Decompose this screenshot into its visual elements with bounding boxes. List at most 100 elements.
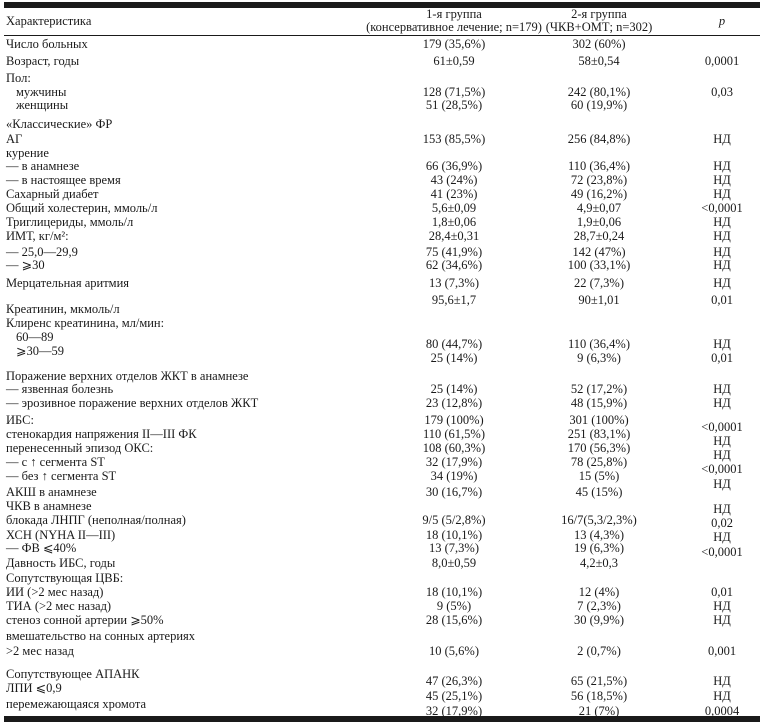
group1-value: 75 (41,9%) [425,244,483,259]
row-label: мужчины [16,84,67,99]
p-value: НД [713,228,731,243]
row-label: Пол: [6,70,31,85]
group1-value: 30 (16,7%) [425,484,483,499]
p-value: 0,03 [711,84,733,99]
group2-value: 110 (36,4%) [567,158,631,173]
group2-value: 52 (17,2%) [570,381,628,396]
group2-value: 301 (100%) [569,412,629,427]
group2-value: 65 (21,5%) [570,673,628,688]
row-label: — в анамнезе [6,158,80,173]
group1-value: 66 (36,9%) [425,158,483,173]
group2-value: 60 (19,9%) [570,97,628,112]
group1-value: 41 (23%) [430,186,478,201]
p-value: НД [713,172,731,187]
group2-value: 12 (4%) [578,584,620,599]
p-value: НД [713,214,731,229]
group2-value: 9 (6,3%) [577,350,621,365]
row-label: Сахарный диабет [6,186,99,201]
p-value: НД [713,336,731,351]
group2-value: 49 (16,2%) [570,186,628,201]
group2-value: 100 (33,1%) [567,257,631,272]
group2-value: 28,7±0,24 [573,228,625,243]
row-label: — с ↑ сегмента ST [6,454,105,469]
p-value: НД [713,673,731,688]
group1-value: 179 (100%) [424,412,484,427]
group2-value: 56 (18,5%) [570,688,628,703]
p-value: НД [713,447,731,462]
row-label: ЛПИ ⩽0,9 [6,680,62,695]
top-rule [4,2,760,8]
group1-value: 23 (12,8%) [425,395,483,410]
row-label: перемежающаяся хромота [6,696,147,711]
group1-value: 47 (26,3%) [425,673,483,688]
p-value: НД [713,529,731,544]
p-value: НД [713,598,731,613]
row-label: перенесенный эпизод ОКС: [6,440,154,455]
group1-value: 28,4±0,31 [428,228,480,243]
row-label: — язвенная болезнь [6,381,114,396]
header-group2-title: 2-я группа [571,7,627,21]
row-label: Давность ИБС, годы [6,555,116,570]
p-value: НД [713,257,731,272]
p-value: НД [713,244,731,259]
header-p: p [718,13,726,28]
row-label: — ⩾30 [6,257,45,272]
row-label: ИБС: [6,412,34,427]
header-group1: 1-я группа (консервативное лечение; n=17… [366,8,542,34]
row-label: блокада ЛНПГ (неполная/полная) [6,512,186,527]
group1-value: 9 (5%) [436,598,472,613]
row-label: >2 мес назад [6,643,74,658]
p-value: <0,0001 [701,200,743,215]
row-label: — без ↑ сегмента ST [6,468,117,483]
p-value: <0,0001 [701,461,743,476]
row-label: ⩾30—59 [16,343,64,358]
header-group1-subtitle: (консервативное лечение; n=179) [366,20,542,34]
group1-value: 108 (60,3%) [422,440,486,455]
group1-value: 51 (28,5%) [425,97,483,112]
row-label: ИМТ, кг/м²: [6,228,69,243]
row-label: Общий холестерин, ммоль/л [6,200,158,215]
row-label: АГ [6,131,23,146]
row-label: ИИ (>2 мес назад) [6,584,104,599]
p-value: НД [713,433,731,448]
p-value: 0,02 [711,515,733,530]
p-value: НД [713,501,731,516]
group2-value: 22 (7,3%) [574,275,624,290]
group2-value: 19 (6,3%) [574,540,624,555]
header-group2: 2-я группа (ЧКВ+ОМТ; n=302) [546,8,653,34]
group2-value: 251 (83,1%) [567,426,631,441]
p-value: НД [713,381,731,396]
row-label: стеноз сонной артерии ⩾50% [6,612,164,627]
p-value: 0,01 [711,584,733,599]
group2-value: 4,9±0,07 [576,200,622,215]
row-label: женщины [16,97,69,112]
group2-value: 110 (36,4%) [567,336,631,351]
group2-value: 302 (60%) [572,36,626,51]
group2-value: 13 (4,3%) [574,527,624,542]
group1-value: 9/5 (5/2,8%) [422,512,486,527]
group2-value: 242 (80,1%) [567,84,631,99]
row-label: Клиренс креатинина, мл/мин: [6,315,165,330]
group2-value: 58±0,54 [578,53,620,68]
group1-value: 5,6±0,09 [431,200,477,215]
row-label: — ФВ ⩽40% [6,540,77,555]
group1-value: 25 (14%) [430,381,478,396]
group1-value: 8,0±0,59 [431,555,477,570]
group2-value: 30 (9,9%) [574,612,624,627]
row-label: Сопутствующая ЦВБ: [6,570,124,585]
row-label: 60—89 [16,329,54,344]
row-label: вмешательство на сонных артериях [6,628,196,643]
group2-value: 256 (84,8%) [567,131,631,146]
group2-value: 48 (15,9%) [570,395,628,410]
group2-value: 170 (56,3%) [567,440,631,455]
p-value: НД [713,186,731,201]
group1-value: 1,8±0,06 [431,214,477,229]
group1-value: 34 (19%) [430,468,478,483]
row-label: — в настоящее время [6,172,121,187]
group1-value: 18 (10,1%) [425,584,483,599]
p-value: НД [713,131,731,146]
row-label: Мерцательная аритмия [6,275,130,290]
p-value: НД [713,395,731,410]
group2-value: 21 (7%) [578,703,620,718]
row-label: Креатинин, мкмоль/л [6,301,120,316]
